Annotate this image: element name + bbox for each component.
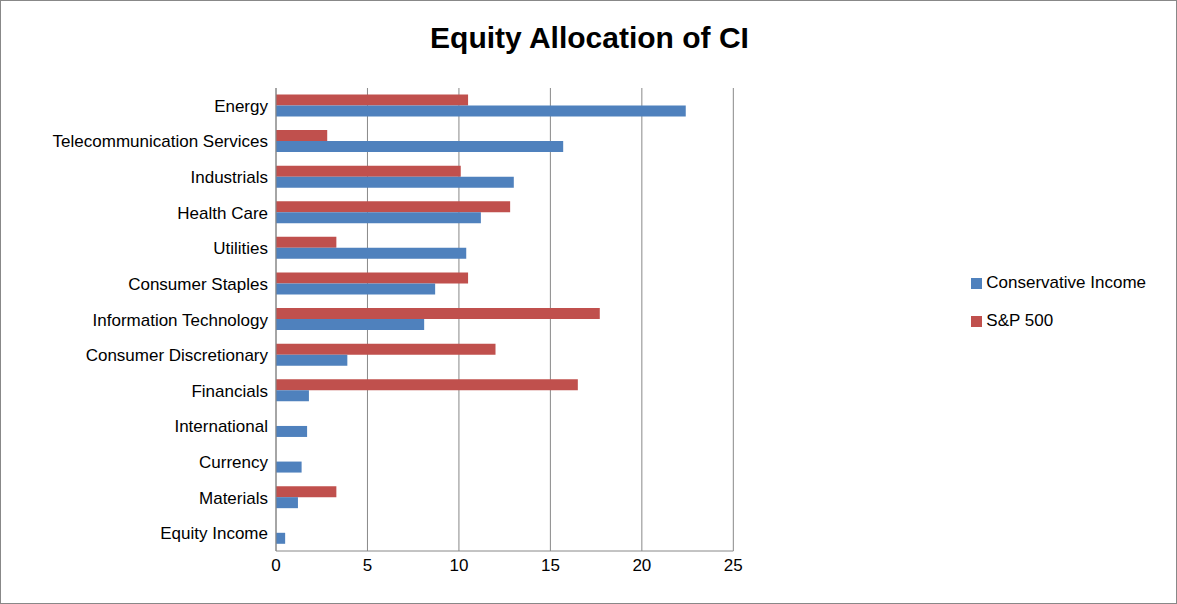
svg-text:10: 10 (449, 556, 468, 575)
svg-text:Information Technology: Information Technology (93, 311, 269, 330)
svg-text:Health Care: Health Care (177, 204, 268, 223)
svg-text:5: 5 (363, 556, 372, 575)
svg-text:Industrials: Industrials (191, 168, 268, 187)
svg-text:Consumer Discretionary: Consumer Discretionary (86, 346, 269, 365)
svg-text:Currency: Currency (199, 453, 268, 472)
svg-text:25: 25 (724, 556, 743, 575)
svg-text:Consumer Staples: Consumer Staples (128, 275, 268, 294)
svg-text:Equity Income: Equity Income (160, 524, 268, 543)
svg-text:0: 0 (271, 556, 280, 575)
svg-text:Utilities: Utilities (213, 239, 268, 258)
html-text:S&P 500: S&P 500 (986, 311, 1054, 330)
svg-text:Financials: Financials (191, 382, 268, 401)
svg-text:Telecommunication Services: Telecommunication Services (53, 132, 268, 151)
html-text:Conservative Income: Conservative Income (986, 273, 1146, 292)
svg-text:Materials: Materials (199, 489, 268, 508)
svg-text:20: 20 (632, 556, 651, 575)
svg-text:Energy: Energy (214, 97, 268, 116)
svg-text:15: 15 (541, 556, 560, 575)
svg-text:International: International (174, 417, 268, 436)
html-text:Equity Allocation of CI: Equity Allocation of CI (430, 21, 749, 54)
